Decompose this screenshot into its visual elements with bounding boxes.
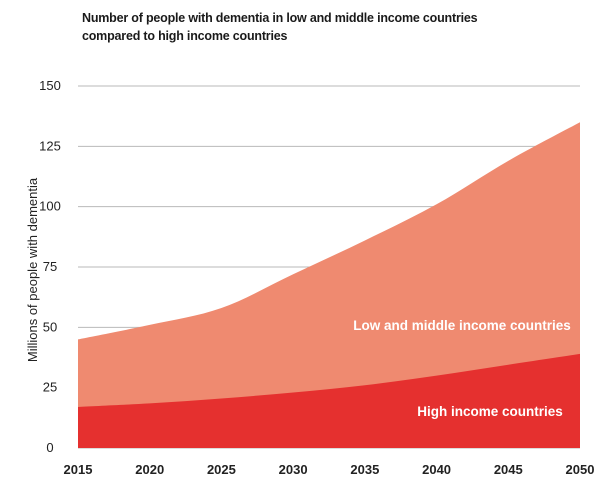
x-tick-label: 2050: [566, 462, 595, 477]
y-axis-label: Millions of people with dementia: [25, 177, 40, 362]
x-axis-ticks: 2015 2020 2025 2030 2035 2040 2045 2050: [64, 462, 595, 477]
x-tick-label: 2045: [494, 462, 523, 477]
series-label-high-income-countries: High income countries: [417, 404, 563, 419]
area-low-and-middle-income-countries: [78, 122, 580, 448]
y-tick-label: 125: [39, 138, 61, 153]
y-tick-label: 25: [43, 380, 57, 395]
y-tick-label: 150: [39, 78, 61, 93]
x-tick-label: 2040: [422, 462, 451, 477]
y-tick-label: 75: [43, 259, 57, 274]
x-tick-label: 2035: [350, 462, 379, 477]
area-series: [78, 122, 580, 448]
x-tick-label: 2020: [135, 462, 164, 477]
x-tick-label: 2025: [207, 462, 236, 477]
chart-title-line-1: Number of people with dementia in low an…: [82, 11, 478, 25]
area-high-income-countries: [78, 353, 580, 448]
x-tick-label: 2015: [64, 462, 93, 477]
y-tick-label: 50: [43, 319, 57, 334]
y-tick-label: 100: [39, 199, 61, 214]
x-tick-label: 2030: [279, 462, 308, 477]
series-label-low-and-middle-income-countries: Low and middle income countries: [353, 318, 571, 333]
chart-title-line-2: compared to high income countries: [82, 29, 288, 43]
series-labels: High income countries Low and middle inco…: [353, 318, 571, 419]
y-tick-label: 0: [46, 440, 53, 455]
chart-title: Number of people with dementia in low an…: [82, 9, 582, 45]
y-axis-ticks: 0 25 50 75 100 125 150: [39, 78, 61, 455]
